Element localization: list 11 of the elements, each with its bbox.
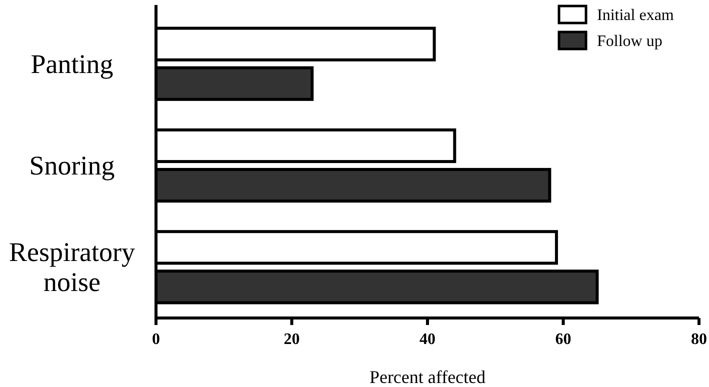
x-tick-label: 0 (152, 331, 160, 348)
x-axis-title: Percent affected (369, 367, 486, 387)
legend-label: Follow up (597, 33, 662, 50)
y-tick-label: Snoring (29, 150, 115, 180)
x-tick-label: 60 (555, 331, 572, 348)
x-tick-label: 20 (284, 331, 300, 348)
x-tick-label: 40 (420, 331, 436, 348)
y-tick-label: Respiratory noise (9, 237, 136, 298)
legend-label: Initial exam (597, 7, 674, 24)
y-tick-label: Panting (30, 48, 114, 79)
x-tick-label: 80 (691, 331, 707, 348)
